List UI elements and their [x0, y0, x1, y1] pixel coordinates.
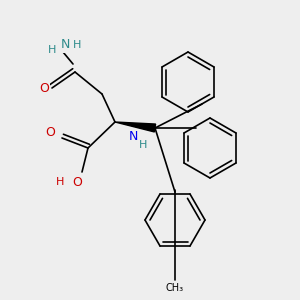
- Polygon shape: [115, 122, 156, 132]
- Text: N: N: [60, 38, 70, 52]
- Text: O: O: [72, 176, 82, 188]
- Text: O: O: [45, 127, 55, 140]
- Text: H: H: [48, 45, 56, 55]
- Text: H: H: [56, 177, 64, 187]
- Text: O: O: [39, 82, 49, 94]
- Text: H: H: [139, 140, 147, 150]
- Text: N: N: [128, 130, 138, 143]
- Text: H: H: [73, 40, 81, 50]
- Text: CH₃: CH₃: [166, 283, 184, 293]
